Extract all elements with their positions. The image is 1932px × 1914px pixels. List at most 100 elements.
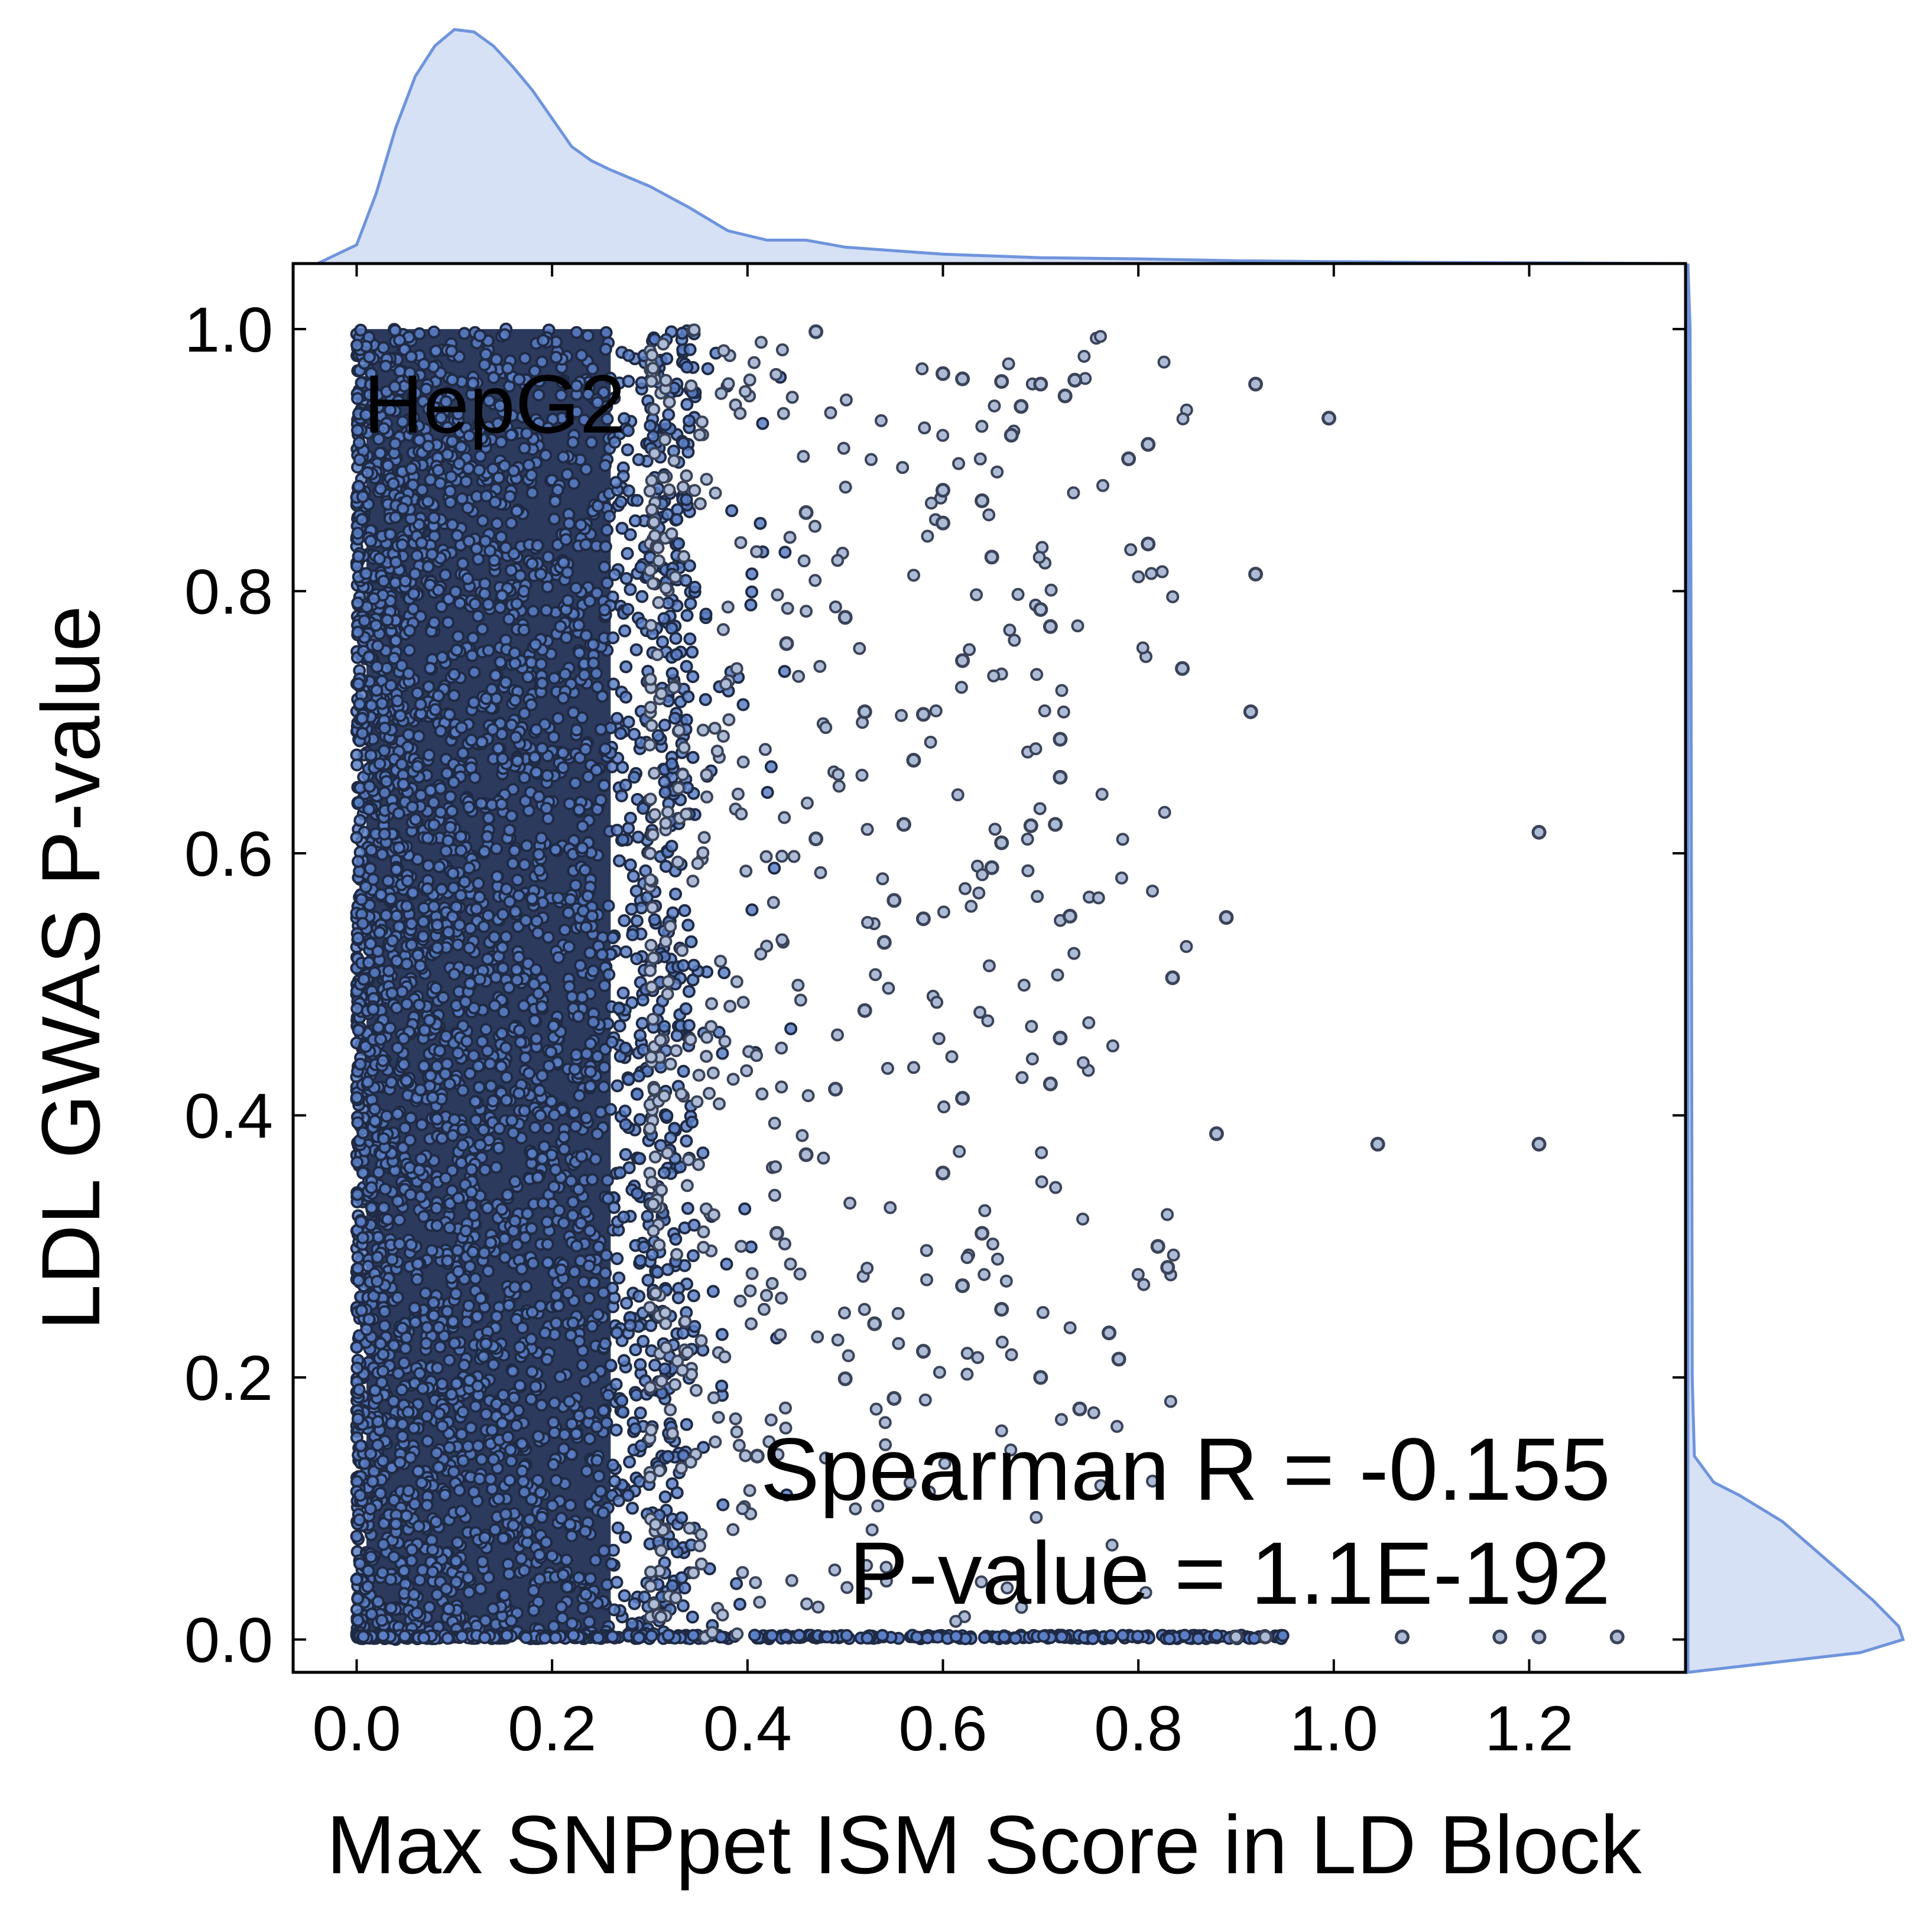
scatter-point (570, 723, 583, 737)
scatter-point (395, 758, 408, 771)
scatter-point (930, 996, 944, 1009)
scatter-point (420, 1321, 434, 1334)
scatter-point (599, 326, 613, 339)
scatter-point (619, 945, 633, 958)
scatter-point (687, 1629, 700, 1642)
scatter-point (550, 1289, 563, 1302)
scatter-point (366, 1003, 380, 1016)
scatter-point (484, 1079, 498, 1093)
scatter-point (557, 1216, 570, 1230)
scatter-point (493, 655, 507, 669)
scatter-point (534, 1486, 547, 1499)
scatter-point (945, 1050, 959, 1064)
scatter-point (613, 854, 626, 867)
scatter-point (589, 1152, 602, 1166)
scatter-point (771, 1448, 785, 1461)
scatter-point (518, 771, 531, 785)
scatter-point (561, 906, 575, 919)
scatter-point (350, 1188, 364, 1201)
scatter-point (613, 1019, 626, 1033)
scatter-point (960, 1367, 974, 1381)
scatter-point (353, 453, 366, 466)
scatter-point (688, 580, 702, 594)
scatter-point (553, 1370, 567, 1383)
scatter-point (634, 1406, 647, 1420)
scatter-point (491, 870, 504, 883)
scatter-point (768, 1116, 781, 1130)
scatter-point (800, 1597, 813, 1611)
scatter-point (430, 1112, 444, 1126)
scatter-point (454, 1428, 468, 1441)
scatter-point (1178, 1629, 1191, 1642)
scatter-point (645, 474, 658, 488)
scatter-point (430, 1446, 443, 1460)
scatter-point (647, 515, 661, 529)
scatter-point (496, 941, 509, 954)
scatter-point (647, 1597, 661, 1611)
scatter-point (454, 830, 467, 843)
scatter-point (402, 728, 415, 742)
scatter-point (678, 904, 691, 918)
scatter-point (407, 1421, 421, 1435)
scatter-point (861, 1262, 874, 1275)
scatter-point (534, 1109, 547, 1122)
scatter-point (831, 1333, 845, 1347)
scatter-point (569, 1048, 583, 1061)
scatter-point (452, 407, 465, 421)
scatter-point (611, 823, 624, 837)
scatter-point (615, 522, 629, 535)
scatter-point (672, 537, 686, 550)
scatter-point (429, 982, 443, 995)
scatter-point (501, 1188, 514, 1201)
scatter-point (561, 566, 574, 579)
scatter-point (510, 504, 524, 518)
scatter-point (567, 1629, 580, 1642)
scatter-point (599, 540, 612, 554)
scatter-point (395, 1321, 409, 1335)
scatter-point (403, 366, 417, 379)
scatter-point (613, 1166, 627, 1179)
scatter-point (456, 1138, 470, 1152)
scatter-point (478, 1163, 492, 1177)
scatter-point (602, 1389, 615, 1402)
scatter-point (559, 533, 573, 547)
scatter-point (360, 1322, 374, 1336)
scatter-point (434, 782, 447, 795)
scatter-point (473, 891, 486, 904)
scatter-point (453, 596, 467, 610)
scatter-point (586, 1015, 600, 1029)
scatter-point (779, 1421, 793, 1435)
scatter-point (601, 1192, 615, 1205)
scatter-point (586, 362, 599, 376)
scatter-point (392, 1367, 405, 1380)
scatter-point (432, 1321, 446, 1334)
scatter-point (775, 1080, 788, 1094)
scatter-point (459, 475, 473, 488)
scatter-point (382, 964, 396, 978)
scatter-point (604, 1359, 618, 1372)
scatter-point (574, 349, 588, 362)
scatter-point (366, 873, 380, 886)
scatter-point (557, 450, 570, 464)
scatter-point (628, 514, 642, 528)
scatter-point (709, 486, 722, 500)
scatter-point (534, 567, 548, 581)
scatter-point (446, 518, 459, 531)
scatter-point (500, 882, 514, 896)
scatter-point (1038, 704, 1051, 718)
scatter-point (420, 382, 433, 396)
scatter-point (508, 657, 522, 670)
scatter-point (402, 667, 415, 680)
scatter-point (393, 333, 407, 347)
scatter-point (744, 598, 758, 612)
scatter-point (547, 671, 561, 685)
scatter-point (352, 550, 365, 563)
scatter-point (749, 1576, 762, 1590)
scatter-point (524, 1392, 538, 1406)
scatter-point (374, 482, 387, 495)
scatter-point (1164, 1395, 1177, 1408)
scatter-point (518, 1564, 531, 1577)
scatter-point (352, 1023, 365, 1037)
scatter-point (365, 843, 378, 857)
